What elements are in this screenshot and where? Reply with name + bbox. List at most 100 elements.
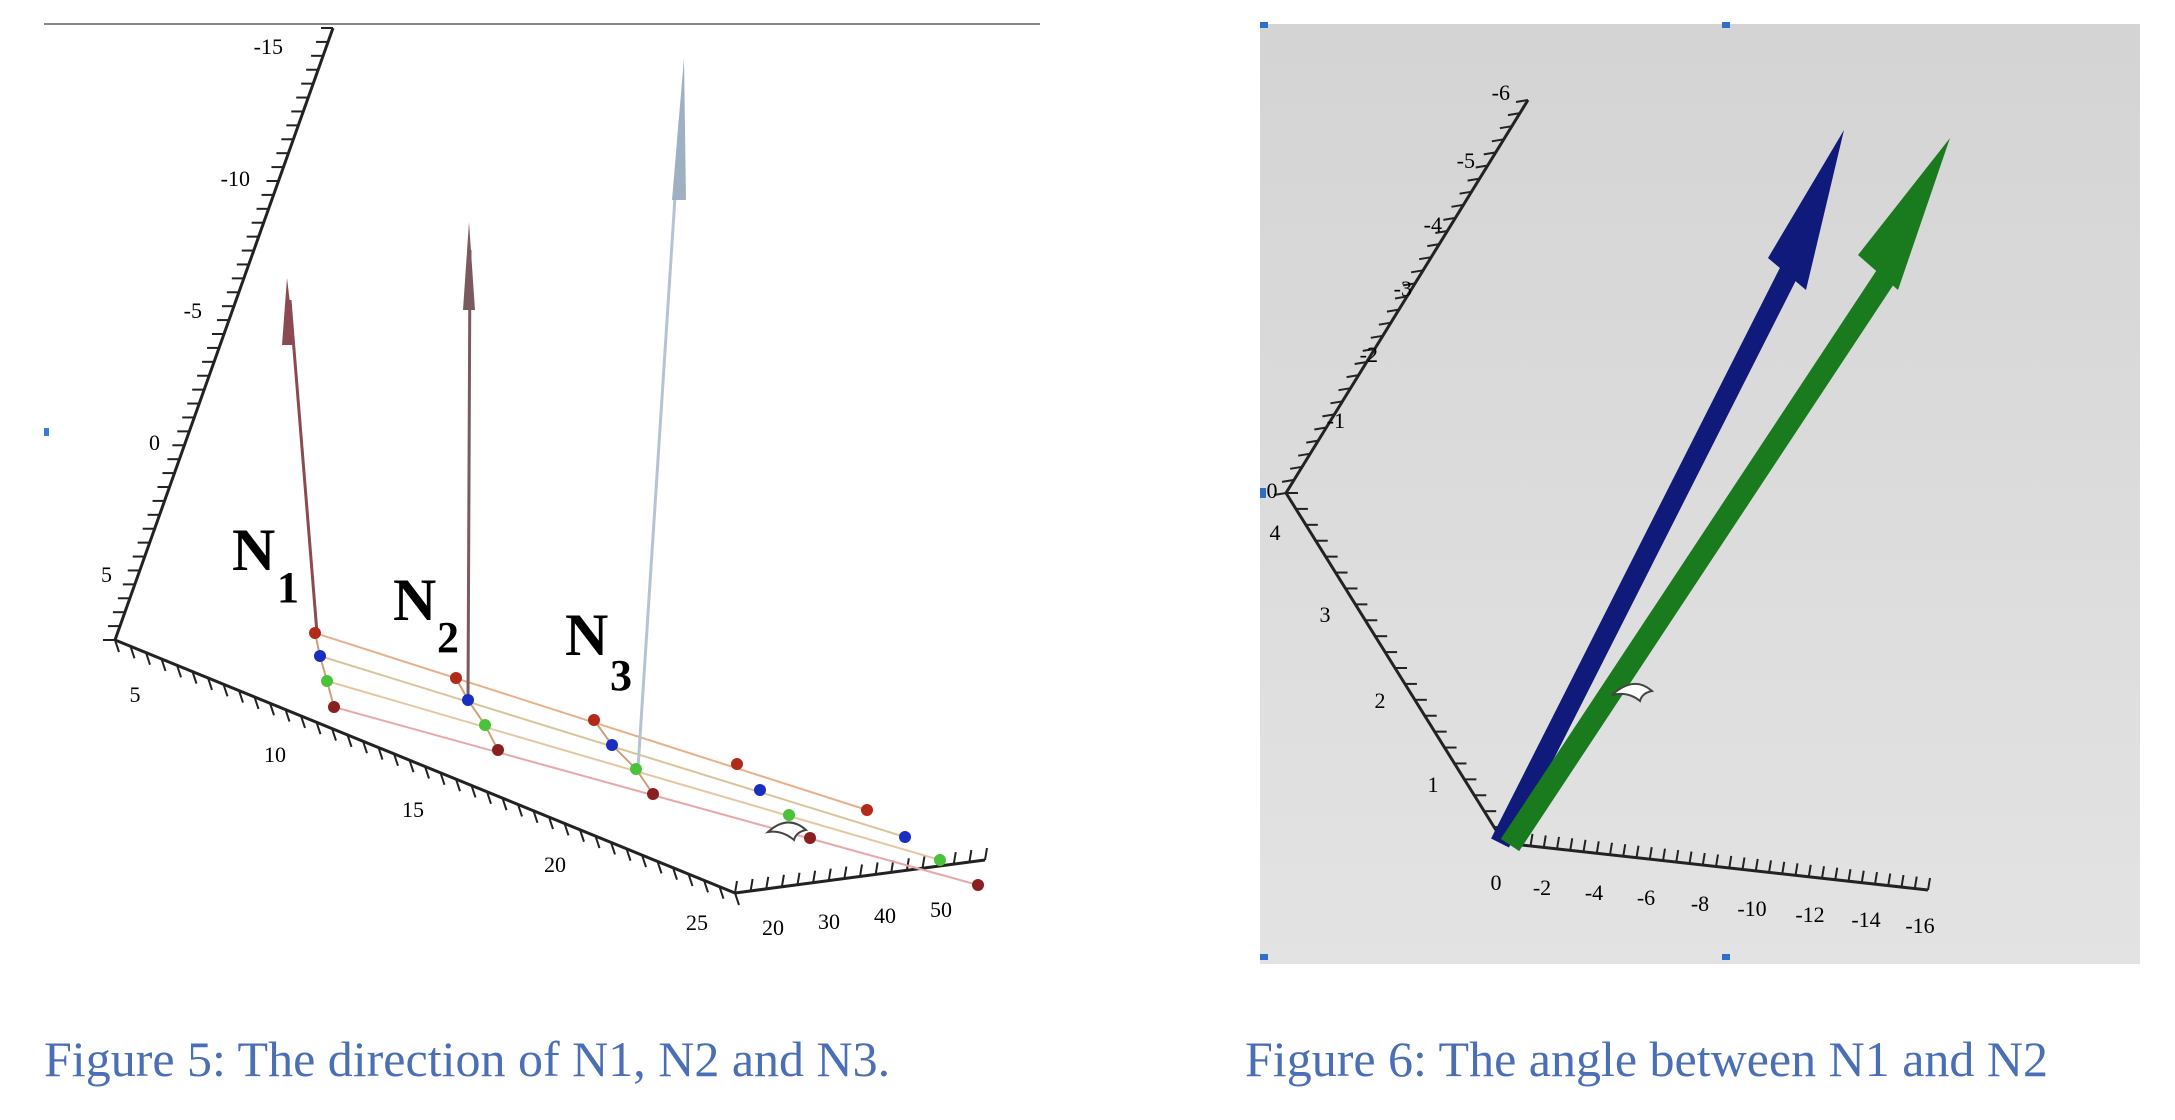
n2-arrowhead [1858, 138, 1950, 290]
axis-tick [905, 858, 910, 871]
axis-tick [1467, 177, 1480, 182]
axis-tick [1595, 841, 1600, 854]
figure-6-plot: -6 -5 -4 -3 -2 -1 0 4 3 2 1 0 -2 -4 -6 -… [1260, 22, 2140, 964]
axis-tick [1483, 151, 1496, 156]
axis-tick [641, 854, 647, 868]
axis-tick [1529, 833, 1534, 847]
axis-tick [331, 728, 337, 741]
v-tick-label: -5 [184, 298, 202, 323]
axis-tick [1728, 855, 1733, 869]
axis-tick [408, 759, 415, 773]
axis-tick [191, 671, 198, 684]
axis-tick [1273, 492, 1287, 496]
axis-tick [377, 747, 384, 760]
figure-5: -15 -10 -5 0 5 5 10 15 20 25 20 30 40 50 [0, 0, 1100, 990]
axis-tick [1662, 848, 1666, 861]
axis-tick [672, 867, 678, 881]
selection-handle [1260, 488, 1266, 498]
vertical-axis-ticks [103, 27, 333, 641]
axis-tick [1874, 871, 1878, 885]
figure-6: -6 -5 -4 -3 -2 -1 0 4 3 2 1 0 -2 -4 -6 -… [1250, 0, 2175, 990]
axis-tick [780, 874, 785, 887]
v-tick-label: -10 [221, 166, 250, 191]
point-red [309, 627, 321, 639]
axis-tick [1860, 870, 1865, 883]
point-darkred [492, 744, 504, 756]
selection-handle [44, 428, 49, 436]
axis-tick [796, 872, 801, 885]
connecting-lines [314, 632, 979, 886]
axis-tick [439, 772, 446, 786]
b-tick-label: -8 [1691, 891, 1709, 916]
rotate-cursor-icon [1611, 683, 1655, 703]
axis-tick [222, 683, 229, 697]
axis-tick [1913, 876, 1918, 889]
vector-labels: N 1 N 2 N 3 [232, 517, 632, 700]
axis-tick [1443, 216, 1456, 221]
n1-vector-shaft [288, 299, 319, 634]
l-tick-label: 2 [1375, 688, 1386, 713]
axis-tick [1491, 138, 1504, 143]
axis-tick [1794, 863, 1799, 876]
n2-vector-shaft [466, 249, 472, 701]
h-tick-label: 30 [818, 909, 840, 934]
point-green [321, 675, 333, 687]
axis-tick [284, 709, 291, 722]
axis-tick [393, 753, 399, 767]
axis-tick [734, 880, 738, 894]
point-blue [462, 694, 474, 706]
axis-tick [548, 816, 554, 830]
axis-tick [1289, 465, 1303, 470]
figure-5-plot: -15 -10 -5 0 5 5 10 15 20 25 20 30 40 50 [44, 23, 1040, 940]
point-darkred [328, 701, 340, 713]
point-blue [606, 739, 618, 751]
d-tick-label: 10 [264, 742, 286, 767]
d-tick-label: 20 [544, 852, 566, 877]
v-tick-label: -15 [254, 34, 283, 59]
selection-handle [1722, 22, 1730, 28]
n2-arrowhead [463, 222, 475, 310]
axis-tick [1499, 125, 1513, 130]
axis-tick [984, 847, 988, 861]
n2-label-letter: N [393, 567, 436, 633]
v-tick-label: -4 [1424, 212, 1442, 237]
axis-tick [1419, 256, 1432, 261]
axis-tick [160, 658, 167, 672]
d-tick-label: 15 [402, 797, 424, 822]
l-tick-label: 4 [1270, 520, 1281, 545]
axis-tick [718, 886, 725, 899]
axis-tick [207, 677, 213, 691]
axis-tick [1900, 874, 1905, 888]
axis-tick [1338, 387, 1351, 392]
axis-tick [859, 864, 863, 877]
axis-tick [300, 715, 306, 729]
axis-tick [1475, 164, 1488, 169]
axis-tick [1768, 860, 1772, 873]
axis-tick [1507, 112, 1521, 117]
axis-tick [532, 810, 539, 824]
axis-tick [1354, 361, 1367, 365]
axis-tick [1635, 845, 1640, 858]
point-green [630, 763, 642, 775]
axis-tick [765, 876, 770, 890]
axis-tick [1927, 877, 1931, 891]
axis-tick [501, 797, 508, 811]
axis-tick [1807, 864, 1812, 877]
plot-background [1260, 24, 2140, 964]
b-tick-label: 0 [1491, 870, 1502, 895]
b-tick-label: -4 [1585, 880, 1603, 905]
n1-arrowhead [1768, 130, 1844, 290]
axis-tick [1847, 869, 1852, 882]
n3-arrowhead [672, 58, 686, 200]
axis-tick [1427, 243, 1440, 248]
axis-tick [843, 866, 848, 879]
v-tick-label: -2 [1360, 342, 1378, 367]
axis-tick [734, 892, 740, 906]
axis-tick [424, 766, 430, 779]
axis-tick [968, 849, 973, 863]
axis-tick [1622, 844, 1627, 857]
axis-tick [1314, 426, 1327, 431]
axis-tick [1330, 400, 1343, 405]
axis-tick [579, 829, 585, 843]
point-blue [899, 831, 911, 843]
